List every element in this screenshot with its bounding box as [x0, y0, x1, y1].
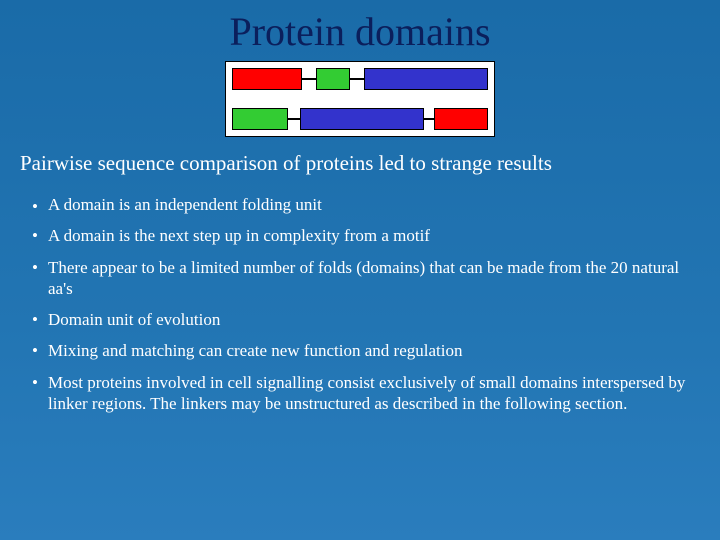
bullet-item: •Most proteins involved in cell signalli… — [48, 372, 690, 415]
slide-title: Protein domains — [0, 0, 720, 55]
bullet-text: There appear to be a limited number of f… — [48, 258, 679, 298]
domain-segment — [434, 108, 488, 130]
connector-line — [302, 78, 316, 80]
diagram-row-2 — [226, 108, 494, 130]
domain-diagram — [225, 61, 495, 137]
domain-segment — [300, 108, 424, 130]
bullet-text: Mixing and matching can create new funct… — [48, 341, 462, 360]
bullet-item: •There appear to be a limited number of … — [48, 257, 690, 300]
subtitle: Pairwise sequence comparison of proteins… — [0, 147, 720, 184]
domain-segment — [364, 68, 488, 90]
bullet-item: •A domain is an independent folding unit — [48, 194, 690, 215]
domain-segment — [232, 108, 288, 130]
bullet-text: Most proteins involved in cell signallin… — [48, 373, 685, 413]
bullet-text: A domain is an independent folding unit — [48, 195, 322, 214]
bullet-list: •A domain is an independent folding unit… — [0, 194, 720, 414]
connector-line — [350, 78, 364, 80]
bullet-item: •Domain unit of evolution — [48, 309, 690, 330]
bullet-text: Domain unit of evolution — [48, 310, 220, 329]
bullet-text: A domain is the next step up in complexi… — [48, 226, 430, 245]
domain-segment — [232, 68, 302, 90]
bullet-item: •A domain is the next step up in complex… — [48, 225, 690, 246]
bullet-item: •Mixing and matching can create new func… — [48, 340, 690, 361]
diagram-row-1 — [226, 68, 494, 90]
connector-line — [288, 118, 300, 120]
connector-line — [424, 118, 434, 120]
domain-segment — [316, 68, 350, 90]
